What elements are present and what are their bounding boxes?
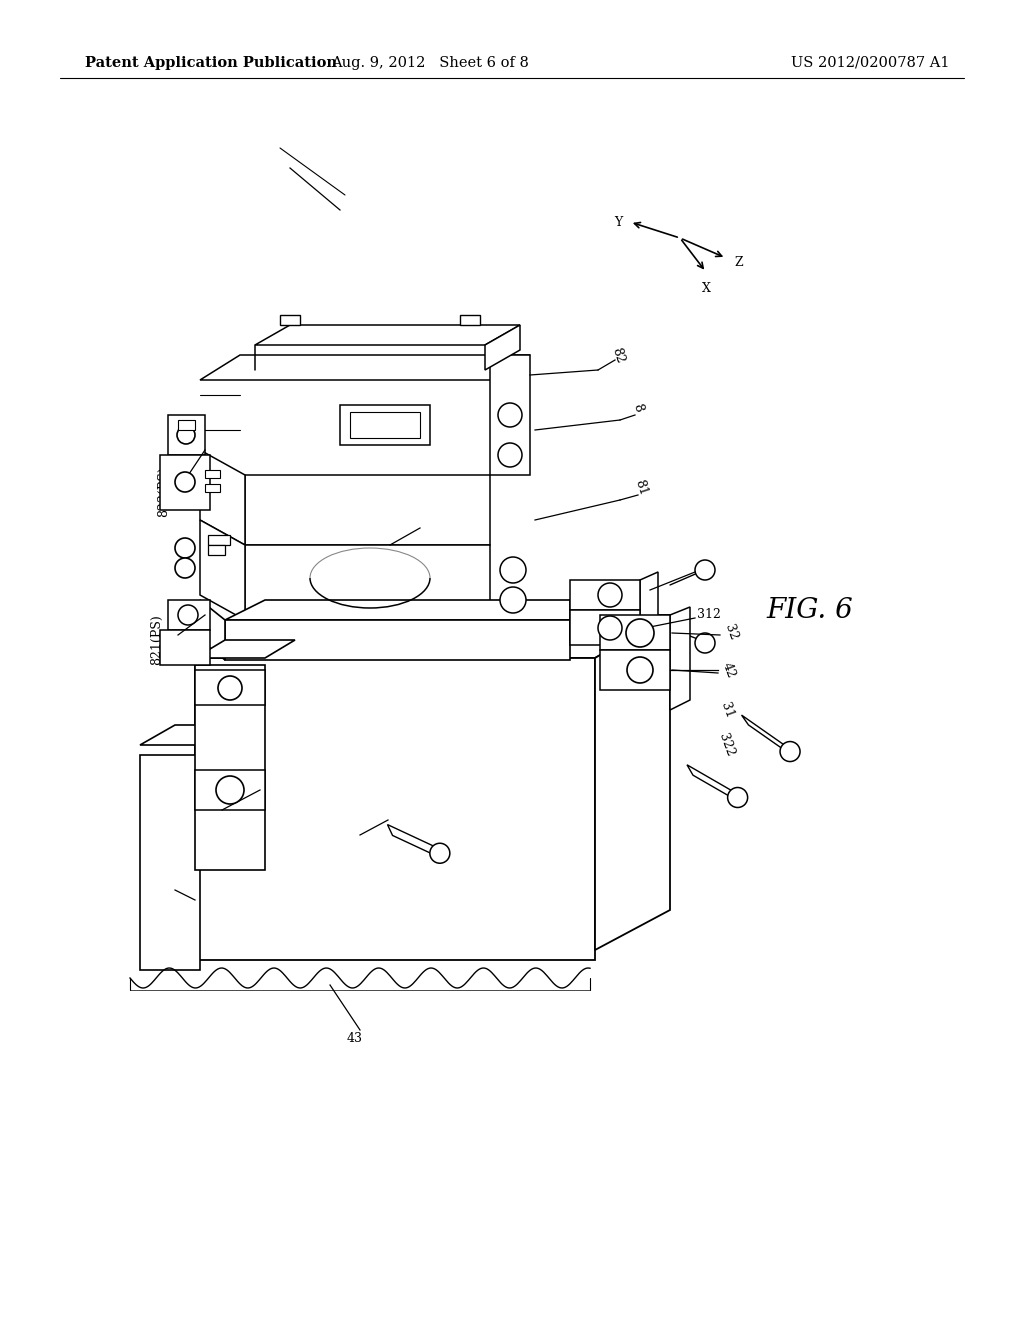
Text: 312: 312 (697, 607, 721, 620)
Circle shape (175, 473, 195, 492)
Polygon shape (200, 450, 245, 545)
Circle shape (500, 557, 526, 583)
Polygon shape (670, 607, 690, 710)
Text: 41: 41 (191, 808, 207, 821)
Circle shape (695, 560, 715, 579)
Text: US 2012/0200787 A1: US 2012/0200787 A1 (791, 55, 949, 70)
Circle shape (498, 444, 522, 467)
Text: Patent Application Publication: Patent Application Publication (85, 55, 337, 70)
Polygon shape (195, 770, 265, 810)
Polygon shape (245, 545, 490, 620)
Polygon shape (168, 601, 210, 630)
Polygon shape (178, 420, 195, 430)
Circle shape (695, 634, 715, 653)
Polygon shape (460, 315, 480, 325)
Text: 821(PS): 821(PS) (150, 615, 163, 665)
Circle shape (728, 788, 748, 808)
Polygon shape (245, 475, 490, 545)
Polygon shape (595, 615, 670, 950)
Polygon shape (255, 325, 520, 345)
Circle shape (627, 657, 653, 682)
Text: 4: 4 (162, 883, 170, 896)
Polygon shape (160, 630, 210, 665)
Circle shape (216, 776, 244, 804)
Polygon shape (741, 715, 794, 756)
Circle shape (598, 616, 622, 640)
Circle shape (598, 583, 622, 607)
Text: Ax: Ax (422, 517, 438, 531)
Polygon shape (340, 405, 430, 445)
Text: 31: 31 (697, 561, 713, 574)
Polygon shape (208, 545, 225, 554)
Text: Aug. 9, 2012   Sheet 6 of 8: Aug. 9, 2012 Sheet 6 of 8 (331, 55, 529, 70)
Polygon shape (570, 579, 640, 610)
Polygon shape (600, 649, 670, 690)
Polygon shape (350, 412, 420, 438)
Polygon shape (200, 520, 245, 620)
Polygon shape (280, 315, 300, 325)
Polygon shape (205, 470, 220, 478)
Circle shape (430, 843, 450, 863)
Circle shape (175, 558, 195, 578)
Polygon shape (600, 615, 670, 649)
Circle shape (177, 426, 195, 444)
Polygon shape (687, 764, 740, 803)
Polygon shape (387, 825, 442, 859)
Polygon shape (490, 355, 530, 475)
Polygon shape (195, 615, 670, 657)
Circle shape (498, 403, 522, 426)
Polygon shape (208, 535, 230, 545)
Circle shape (626, 619, 654, 647)
Polygon shape (640, 572, 658, 657)
Text: Y: Y (613, 215, 622, 228)
Polygon shape (200, 601, 225, 660)
Polygon shape (195, 657, 595, 960)
Polygon shape (570, 601, 610, 640)
Text: 823(PS): 823(PS) (157, 467, 170, 517)
Circle shape (178, 605, 198, 624)
Text: 81: 81 (633, 478, 649, 498)
Text: 32: 32 (722, 622, 739, 642)
Polygon shape (195, 671, 265, 705)
Text: 82: 82 (609, 346, 627, 364)
Polygon shape (195, 665, 265, 870)
Circle shape (780, 742, 800, 762)
Polygon shape (225, 601, 610, 620)
Text: X: X (701, 282, 711, 294)
Polygon shape (570, 610, 640, 645)
Circle shape (500, 587, 526, 612)
Circle shape (175, 539, 195, 558)
Polygon shape (140, 755, 200, 970)
Text: Z: Z (734, 256, 742, 269)
Polygon shape (225, 620, 570, 660)
Polygon shape (205, 484, 220, 492)
Text: 43: 43 (347, 1031, 362, 1044)
Polygon shape (195, 640, 295, 657)
Polygon shape (485, 325, 520, 370)
Text: 31: 31 (718, 700, 735, 719)
Text: 42: 42 (720, 660, 737, 680)
Polygon shape (140, 725, 234, 744)
Text: 322: 322 (716, 731, 736, 759)
Text: Sc: Sc (339, 832, 355, 845)
Circle shape (218, 676, 242, 700)
Text: 8: 8 (631, 403, 645, 413)
Polygon shape (200, 355, 530, 380)
Text: FIG. 6: FIG. 6 (767, 597, 853, 623)
Polygon shape (160, 455, 210, 510)
Polygon shape (168, 414, 205, 455)
